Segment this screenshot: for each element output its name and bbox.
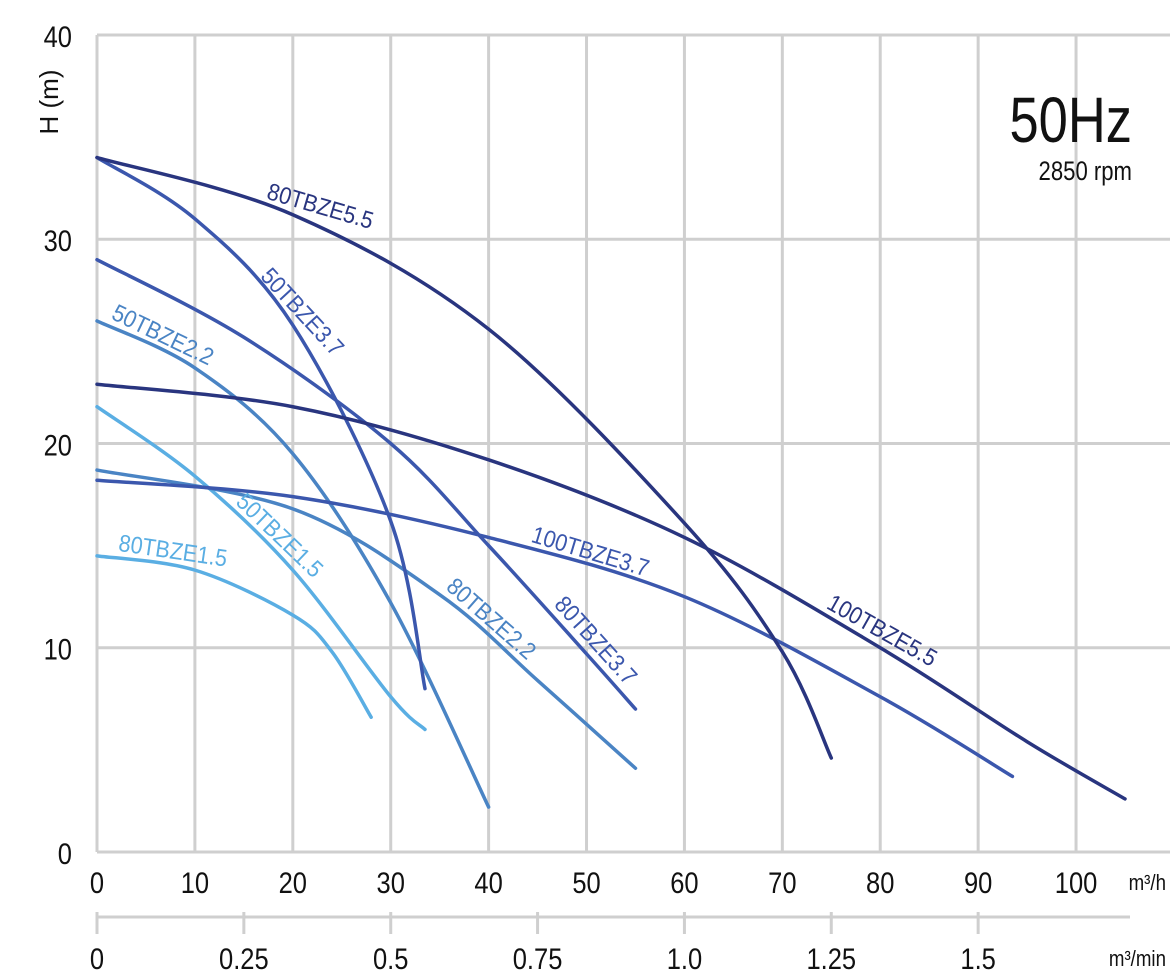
x-tick-label: 100 [1055,866,1098,899]
curve-label-100tbze5-5: 100TBZE5.5 [823,588,942,671]
x2-tick-label: 0.25 [219,942,269,975]
curve-80tbze1-5 [95,554,373,719]
y-tick-label: 0 [58,837,72,870]
y-tick-label: 20 [44,429,72,462]
curve-label-80tbze3-7: 80TBZE3.7 [549,590,643,689]
y-tick-label: 40 [44,20,72,53]
x-tick-label: 30 [377,866,405,899]
x-tick-label: 80 [866,866,894,899]
y-tick-label: 10 [44,633,72,666]
curve-100tbze3-7 [95,478,1015,779]
curve-80tbze3-7 [95,257,638,711]
x2-tick-label: 0.75 [513,942,563,975]
x2-tick-label: 1.0 [667,942,702,975]
chart-subtitle: 2850 rpm [1039,157,1132,187]
x-tick-label: 0 [90,866,104,899]
x2-tick-label: 0.5 [373,942,408,975]
x2-tick-label: 0 [90,942,104,975]
curve-50tbze1-5 [95,404,427,732]
chart-axes: 0 10 20 30 40 50 60 70 80 90 100 0 10 20 30 40 0 0.25 0.5 0… [44,20,1170,975]
chart-grid [97,33,1170,852]
x-tick-label: 50 [572,866,600,899]
x2-axis-unit: m³/min [1109,948,1166,972]
chart-title: 50Hz [1009,85,1132,156]
curve-50tbze2-2 [95,319,491,809]
y-axis-label: H (m) [34,70,64,135]
x-tick-label: 90 [964,866,992,899]
y-tick-label: 30 [44,224,72,257]
x2-tick-label: 1.5 [960,942,995,975]
x-tick-label: 40 [474,866,502,899]
x-tick-label: 60 [670,866,698,899]
x-tick-label: 70 [768,866,796,899]
curve-50tbze3-7 [95,155,427,691]
x-tick-label: 20 [279,866,307,899]
chart-curves [95,155,1127,809]
curve-label-50tbze3-7: 50TBZE3.7 [256,262,350,361]
curve-label-100tbze3-7: 100TBZE3.7 [529,521,653,582]
x-axis-unit: m³/h [1129,872,1166,896]
curve-80tbze5-5 [95,155,834,760]
x-tick-label: 10 [181,866,209,899]
curve-100tbze5-5 [95,382,1127,801]
x2-tick-label: 1.25 [806,942,856,975]
